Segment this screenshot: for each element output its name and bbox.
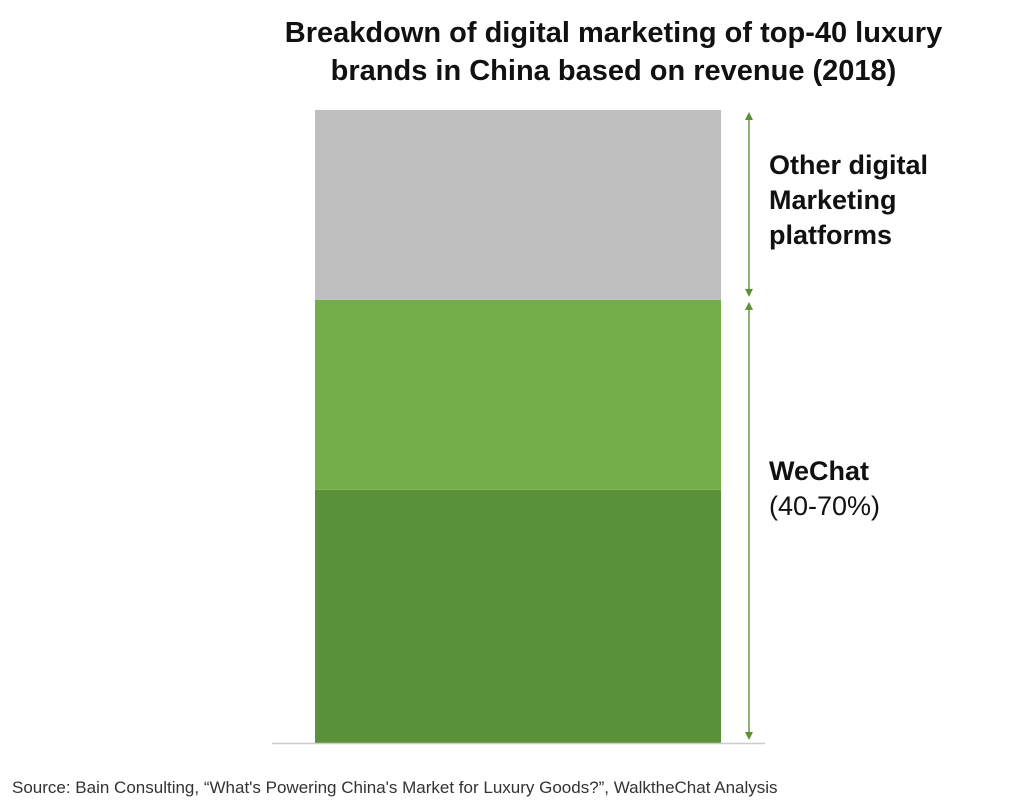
bar-segment-0 xyxy=(315,489,721,743)
annotation-wechat-name: WeChat xyxy=(769,456,870,486)
range-arrow-1-head-top xyxy=(745,301,753,310)
range-arrow-1 xyxy=(745,301,753,740)
annotation-other-line-1: Other digital xyxy=(769,150,929,180)
annotation-wechat-range: (40-70%) xyxy=(769,491,881,521)
bar-segment-2 xyxy=(315,110,721,300)
chart-title: Breakdown of digital marketing of top-40… xyxy=(250,14,977,90)
range-arrow-0-head-top xyxy=(745,112,753,120)
annotation-wechat: WeChat (40-70%) xyxy=(769,454,880,524)
range-arrow-1-head-bottom xyxy=(745,732,753,740)
bar-segment-1 xyxy=(315,299,721,490)
bar-segments xyxy=(315,110,721,743)
annotation-other-line-3: platforms xyxy=(769,220,893,250)
range-arrows xyxy=(745,112,753,740)
annotation-other-platforms: Other digital Marketing platforms xyxy=(769,148,928,253)
range-arrow-0 xyxy=(745,112,753,297)
chart-title-line-2: brands in China based on revenue (2018) xyxy=(330,55,897,87)
range-arrow-0-head-bottom xyxy=(745,288,753,297)
annotation-other-line-2: Marketing xyxy=(769,185,897,215)
chart-title-line-1: Breakdown of digital marketing of top-40… xyxy=(284,17,943,49)
source-note: Source: Bain Consulting, “What's Powerin… xyxy=(12,778,778,797)
